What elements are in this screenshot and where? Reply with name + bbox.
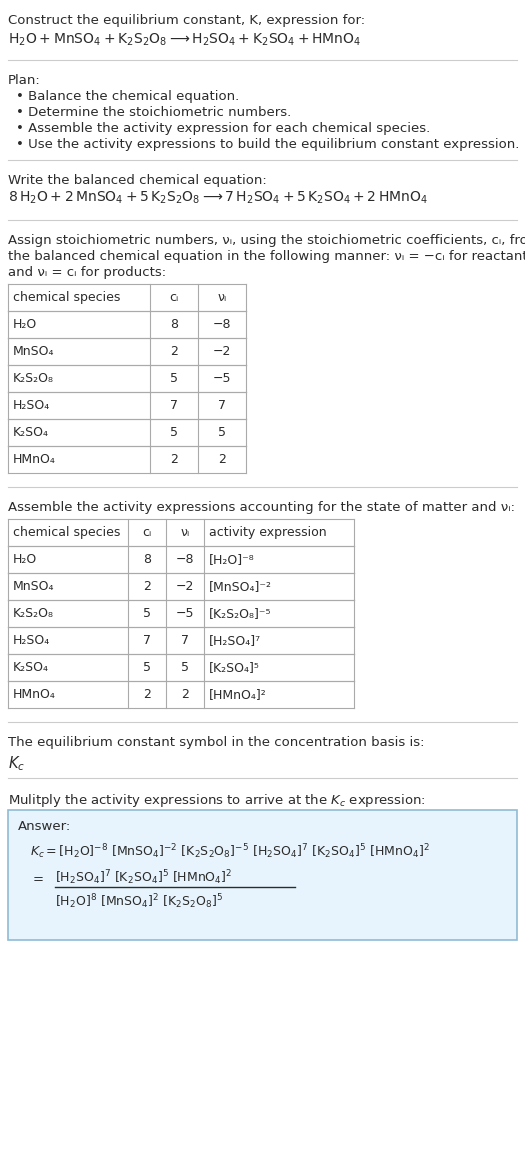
Text: Assign stoichiometric numbers, νᵢ, using the stoichiometric coefficients, cᵢ, fr: Assign stoichiometric numbers, νᵢ, using…: [8, 234, 525, 247]
Text: chemical species: chemical species: [13, 526, 120, 539]
Text: K₂S₂O₈: K₂S₂O₈: [13, 372, 54, 385]
Text: 8: 8: [143, 553, 151, 566]
Text: 2: 2: [143, 580, 151, 593]
Text: HMnO₄: HMnO₄: [13, 688, 56, 701]
Text: K₂SO₄: K₂SO₄: [13, 661, 49, 674]
Text: −5: −5: [176, 607, 194, 620]
Text: [HMnO₄]²: [HMnO₄]²: [209, 688, 267, 701]
Text: Construct the equilibrium constant, K, expression for:: Construct the equilibrium constant, K, e…: [8, 14, 365, 27]
Bar: [8, 338, 246, 365]
Text: −5: −5: [213, 372, 231, 385]
Text: H₂O: H₂O: [13, 318, 37, 331]
Text: 5: 5: [181, 661, 189, 674]
Text: $=$: $=$: [30, 871, 44, 884]
Bar: [8, 546, 354, 573]
Text: • Determine the stoichiometric numbers.: • Determine the stoichiometric numbers.: [16, 106, 291, 119]
Bar: [8, 681, 354, 708]
Text: • Use the activity expressions to build the equilibrium constant expression.: • Use the activity expressions to build …: [16, 139, 519, 151]
Text: $[\mathrm{H_2SO_4}]^{7}\ [\mathrm{K_2SO_4}]^{5}\ [\mathrm{HMnO_4}]^{2}$: $[\mathrm{H_2SO_4}]^{7}\ [\mathrm{K_2SO_…: [55, 868, 233, 886]
Text: MnSO₄: MnSO₄: [13, 580, 55, 593]
Text: [K₂SO₄]⁵: [K₂SO₄]⁵: [209, 661, 260, 674]
Text: 7: 7: [143, 634, 151, 647]
Text: activity expression: activity expression: [209, 526, 327, 539]
Text: and νᵢ = cᵢ for products:: and νᵢ = cᵢ for products:: [8, 266, 166, 279]
Bar: [8, 392, 246, 419]
Text: 7: 7: [181, 634, 189, 647]
Text: 8: 8: [170, 318, 178, 331]
Text: H₂O: H₂O: [13, 553, 37, 566]
Bar: [8, 446, 246, 473]
Text: 5: 5: [170, 372, 178, 385]
Text: [K₂S₂O₈]⁻⁵: [K₂S₂O₈]⁻⁵: [209, 607, 271, 620]
Text: $\mathrm{8\,H_2O + 2\,MnSO_4 + 5\,K_2S_2O_8 \longrightarrow 7\,H_2SO_4 + 5\,K_2S: $\mathrm{8\,H_2O + 2\,MnSO_4 + 5\,K_2S_2…: [8, 190, 428, 207]
Bar: [8, 419, 246, 446]
Text: $[\mathrm{H_2O}]^{8}\ [\mathrm{MnSO_4}]^{2}\ [\mathrm{K_2S_2O_8}]^{5}$: $[\mathrm{H_2O}]^{8}\ [\mathrm{MnSO_4}]^…: [55, 892, 223, 911]
Text: cᵢ: cᵢ: [170, 291, 179, 304]
Text: νᵢ: νᵢ: [181, 526, 190, 539]
Bar: [8, 365, 246, 392]
Text: MnSO₄: MnSO₄: [13, 345, 55, 358]
Bar: [8, 627, 354, 654]
Text: Answer:: Answer:: [18, 819, 71, 834]
Text: −2: −2: [213, 345, 231, 358]
Text: [H₂O]⁻⁸: [H₂O]⁻⁸: [209, 553, 255, 566]
Bar: [8, 284, 246, 311]
Text: 2: 2: [181, 688, 189, 701]
Bar: [8, 519, 354, 546]
Bar: [8, 573, 354, 600]
Bar: [8, 654, 354, 681]
Text: • Balance the chemical equation.: • Balance the chemical equation.: [16, 90, 239, 103]
Text: K₂S₂O₈: K₂S₂O₈: [13, 607, 54, 620]
Text: 2: 2: [170, 453, 178, 466]
Text: [H₂SO₄]⁷: [H₂SO₄]⁷: [209, 634, 261, 647]
Text: The equilibrium constant symbol in the concentration basis is:: The equilibrium constant symbol in the c…: [8, 736, 425, 749]
Text: HMnO₄: HMnO₄: [13, 453, 56, 466]
Text: Assemble the activity expressions accounting for the state of matter and νᵢ:: Assemble the activity expressions accoun…: [8, 501, 515, 514]
Text: 7: 7: [218, 399, 226, 412]
Text: • Assemble the activity expression for each chemical species.: • Assemble the activity expression for e…: [16, 122, 430, 135]
Text: 7: 7: [170, 399, 178, 412]
Text: H₂SO₄: H₂SO₄: [13, 634, 50, 647]
Text: $\mathrm{H_2O + MnSO_4 + K_2S_2O_8 \longrightarrow H_2SO_4 + K_2SO_4 + HMnO_4}$: $\mathrm{H_2O + MnSO_4 + K_2S_2O_8 \long…: [8, 32, 361, 48]
Text: −8: −8: [176, 553, 194, 566]
Text: [MnSO₄]⁻²: [MnSO₄]⁻²: [209, 580, 272, 593]
Text: Plan:: Plan:: [8, 74, 41, 87]
Text: Mulitply the activity expressions to arrive at the $K_c$ expression:: Mulitply the activity expressions to arr…: [8, 792, 426, 809]
Text: K₂SO₄: K₂SO₄: [13, 426, 49, 439]
FancyBboxPatch shape: [8, 810, 517, 940]
Text: cᵢ: cᵢ: [142, 526, 152, 539]
Text: 2: 2: [218, 453, 226, 466]
Text: the balanced chemical equation in the following manner: νᵢ = −cᵢ for reactants: the balanced chemical equation in the fo…: [8, 250, 525, 263]
Text: 2: 2: [143, 688, 151, 701]
Bar: [8, 600, 354, 627]
Text: −2: −2: [176, 580, 194, 593]
Text: Write the balanced chemical equation:: Write the balanced chemical equation:: [8, 174, 267, 187]
Text: νᵢ: νᵢ: [217, 291, 227, 304]
Text: 5: 5: [170, 426, 178, 439]
Text: $K_c$: $K_c$: [8, 754, 25, 772]
Text: $K_c = [\mathrm{H_2O}]^{-8}\ [\mathrm{MnSO_4}]^{-2}\ [\mathrm{K_2S_2O_8}]^{-5}\ : $K_c = [\mathrm{H_2O}]^{-8}\ [\mathrm{Mn…: [30, 842, 429, 861]
Bar: [8, 311, 246, 338]
Text: −8: −8: [213, 318, 231, 331]
Text: 2: 2: [170, 345, 178, 358]
Text: 5: 5: [143, 607, 151, 620]
Text: chemical species: chemical species: [13, 291, 120, 304]
Text: H₂SO₄: H₂SO₄: [13, 399, 50, 412]
Text: 5: 5: [218, 426, 226, 439]
Text: 5: 5: [143, 661, 151, 674]
